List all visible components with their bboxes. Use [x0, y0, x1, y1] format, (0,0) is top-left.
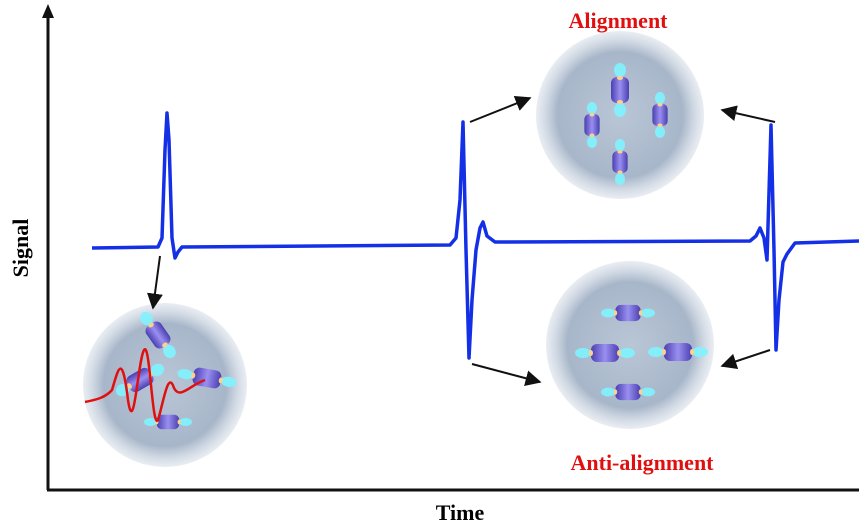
arrows — [146, 95, 776, 387]
signal-trace — [91, 111, 859, 360]
y-axis-arrow — [42, 4, 54, 18]
alignment-label: Alignment — [569, 8, 669, 33]
x-axis-label: Time — [436, 500, 485, 524]
anti-aligned-ensemble — [546, 261, 714, 429]
anti-alignment-label: Anti-alignment — [571, 450, 715, 475]
random-molecules — [84, 307, 239, 430]
laser-pulse — [84, 348, 206, 422]
y-axis-label: Signal — [8, 219, 33, 278]
molecule-ensemble — [83, 303, 247, 467]
